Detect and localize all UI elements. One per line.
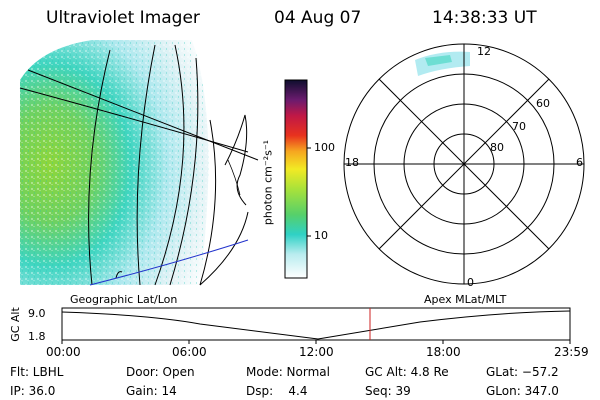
instrument-title: Ultraviolet Imager	[46, 8, 200, 28]
filter-info: Flt: LBHL	[10, 365, 64, 379]
mlt-label-18: 18	[345, 156, 359, 169]
gc-alt-info: GC Alt: 4.8 Re	[365, 365, 449, 379]
glat-info: GLat: −57.2	[486, 365, 559, 379]
gain-info: Gain: 14	[126, 384, 177, 398]
xtick-1200: 12:00	[299, 345, 334, 359]
mode-info: Mode: Normal	[246, 365, 330, 379]
ytick-high: 9.0	[28, 307, 46, 320]
coastline-blue	[89, 239, 249, 286]
glon-info: GLon: 347.0	[486, 384, 559, 398]
geographic-label: Geographic Lat/Lon	[70, 293, 178, 306]
mlt-label-12: 12	[477, 45, 491, 58]
seq-info: Seq: 39	[365, 384, 411, 398]
xtick-0600: 06:00	[172, 345, 207, 359]
ytick-low: 1.8	[28, 330, 46, 343]
lat-label-80: 80	[490, 141, 504, 154]
dsp-info: Dsp: 4.4	[246, 384, 308, 398]
colorbar-tick-10: 10	[314, 229, 328, 242]
ip-info: IP: 36.0	[10, 384, 56, 398]
lat-label-70: 70	[512, 120, 526, 133]
time-label: 14:38:33 UT	[432, 8, 537, 28]
mlt-label-0: 0	[467, 276, 474, 289]
colorbar-tick-100: 100	[314, 141, 335, 154]
xtick-2359: 23:59	[554, 345, 589, 359]
xtick-0000: 00:00	[46, 345, 81, 359]
lat-label-60: 60	[536, 97, 550, 110]
mlt-label-6: 6	[576, 156, 583, 169]
xtick-1800: 18:00	[426, 345, 461, 359]
date-label: 04 Aug 07	[274, 8, 362, 28]
apex-label: Apex MLat/MLT	[424, 293, 507, 306]
door-info: Door: Open	[126, 365, 195, 379]
